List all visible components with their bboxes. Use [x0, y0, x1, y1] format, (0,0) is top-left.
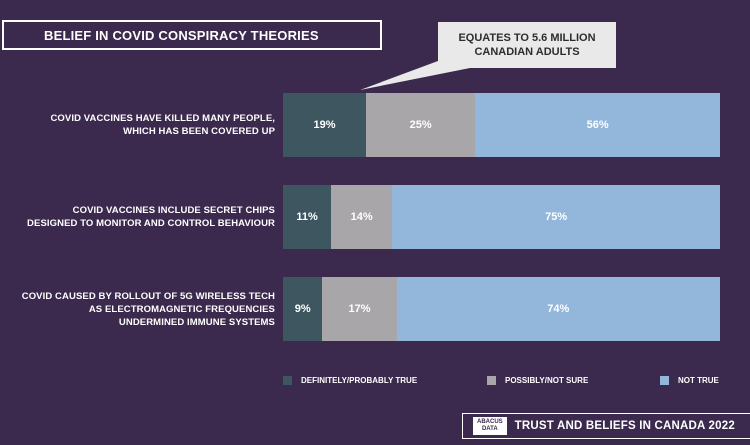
legend-label: NOT TRUE — [678, 376, 719, 385]
category-label: COVID CAUSED BY ROLLOUT OF 5G WIRELESS T… — [0, 290, 275, 329]
data-label: 19% — [313, 119, 336, 131]
bar-segment: 25% — [366, 93, 476, 157]
data-label: 9% — [294, 303, 311, 315]
category-label-line: UNDERMINED IMMUNE SYSTEMS — [118, 316, 275, 328]
category-label-line: COVID VACCINES HAVE KILLED MANY PEOPLE, — [50, 113, 275, 124]
footer-banner: ABACUS DATA TRUST AND BELIEFS IN CANADA … — [462, 413, 750, 439]
footer-text: TRUST AND BELIEFS IN CANADA 2022 — [514, 420, 735, 432]
category-label-line: DESIGNED TO MONITOR AND CONTROL BEHAVIOU… — [27, 218, 275, 229]
bar-segment: 14% — [331, 185, 393, 249]
chart-title: BELIEF IN COVID CONSPIRACY THEORIES — [44, 27, 319, 43]
chart-title-box: BELIEF IN COVID CONSPIRACY THEORIES — [2, 20, 382, 50]
legend-swatch — [487, 376, 496, 385]
legend-label: POSSIBLY/NOT SURE — [505, 376, 589, 385]
callout-line-2: CANADIAN ADULTS — [474, 46, 580, 58]
legend-item: POSSIBLY/NOT SURE — [487, 376, 588, 385]
stacked-bar: 9% 17% 74% — [283, 277, 720, 341]
bar-segment: 74% — [396, 277, 720, 341]
legend-item: DEFINITELY/PROBABLY TRUE — [283, 376, 417, 385]
data-label: 74% — [547, 303, 570, 315]
legend: DEFINITELY/PROBABLY TRUE POSSIBLY/NOT SUR… — [0, 376, 750, 390]
stacked-bar: 11% 14% 75% — [283, 185, 720, 249]
bar-segment: 56% — [475, 93, 720, 157]
category-label: COVID VACCINES HAVE KILLED MANY PEOPLE, W… — [0, 112, 275, 138]
category-label-line: COVID VACCINES INCLUDE SECRET CHIPS — [72, 205, 275, 216]
abacus-data-logo: ABACUS DATA — [473, 417, 507, 435]
legend-swatch — [283, 376, 292, 385]
data-label: 11% — [296, 211, 318, 223]
callout-line-1: EQUATES TO 5.6 MILLION — [458, 32, 596, 44]
legend-swatch — [660, 376, 669, 385]
callout-box: EQUATES TO 5.6 MILLION CANADIAN ADULTS — [438, 22, 616, 68]
bar-segment: 19% — [283, 93, 367, 157]
stacked-bar: 19% 25% 56% — [283, 93, 720, 157]
data-label: 56% — [586, 119, 609, 131]
bar-segment: 17% — [322, 277, 397, 341]
legend-item: NOT TRUE — [660, 376, 719, 385]
bar-segment: 11% — [283, 185, 332, 249]
legend-label: DEFINITELY/PROBABLY TRUE — [301, 376, 418, 385]
category-label-line: AS ELECTROMAGNETIC FREQUENCIES — [88, 303, 275, 315]
data-label: 17% — [348, 303, 371, 315]
category-label: COVID VACCINES INCLUDE SECRET CHIPS DESIG… — [0, 204, 275, 230]
category-label-line: WHICH HAS BEEN COVERED UP — [123, 126, 275, 137]
bar-segment: 75% — [392, 185, 720, 249]
data-label: 75% — [545, 211, 568, 223]
data-label: 14% — [350, 211, 373, 223]
bar-segment: 9% — [283, 277, 323, 341]
data-label: 25% — [409, 119, 432, 131]
category-label-line: COVID CAUSED BY ROLLOUT OF 5G WIRELESS T… — [21, 290, 275, 302]
